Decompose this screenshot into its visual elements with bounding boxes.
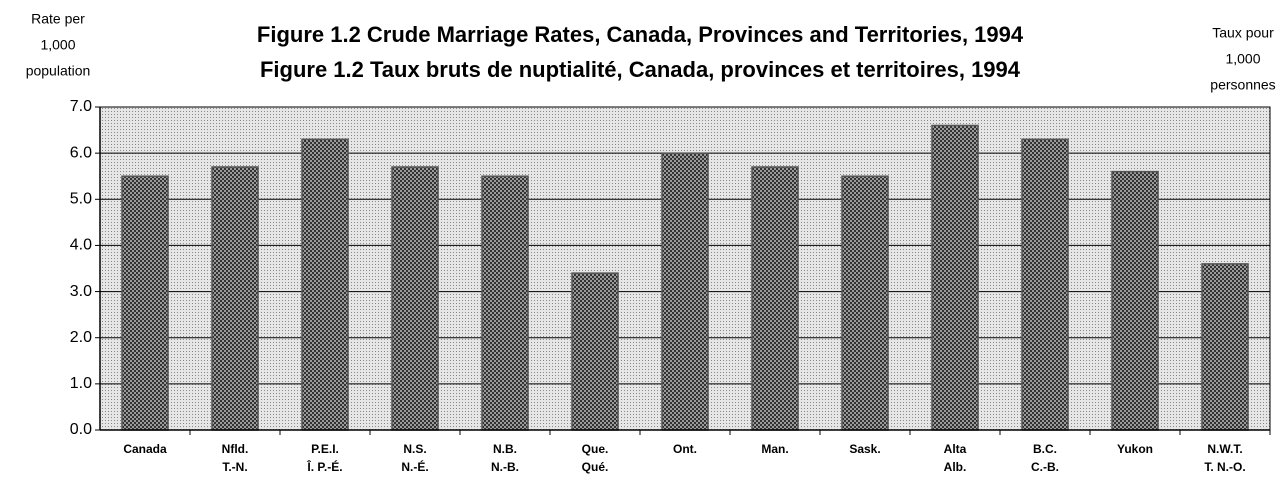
bar bbox=[841, 175, 889, 431]
y2-axis-label: personnes bbox=[1210, 77, 1275, 93]
x-tick-label: Ont. bbox=[673, 442, 697, 456]
x-tick-label: Alb. bbox=[944, 460, 967, 474]
y-tick-label: 3.0 bbox=[70, 283, 92, 300]
bar bbox=[1021, 138, 1069, 431]
bar bbox=[931, 124, 979, 431]
x-tick-label: Qué. bbox=[582, 460, 609, 474]
bar bbox=[751, 166, 799, 431]
x-tick-label: Man. bbox=[761, 442, 788, 456]
y-tick-label: 0.0 bbox=[70, 421, 92, 438]
y-tick-label: 1.0 bbox=[70, 375, 92, 392]
bar bbox=[571, 272, 619, 431]
y-axis-label: population bbox=[26, 63, 91, 79]
bar bbox=[391, 166, 439, 431]
bar bbox=[1201, 263, 1249, 431]
x-tick-label: P.E.I. bbox=[311, 442, 339, 456]
y-tick-label: 4.0 bbox=[70, 237, 92, 254]
x-tick-label: C.-B. bbox=[1031, 460, 1059, 474]
bar bbox=[1111, 170, 1159, 431]
bar bbox=[661, 152, 709, 431]
x-tick-label: Alta bbox=[944, 442, 967, 456]
x-tick-label: Yukon bbox=[1117, 442, 1153, 456]
bar bbox=[121, 175, 169, 431]
chart-title: Figure 1.2 Crude Marriage Rates, Canada,… bbox=[257, 22, 1024, 47]
x-tick-label: N.B. bbox=[493, 442, 517, 456]
chart-title: Figure 1.2 Taux bruts de nuptialité, Can… bbox=[260, 57, 1021, 82]
y-axis-label: 1,000 bbox=[40, 37, 75, 53]
bar bbox=[211, 166, 259, 431]
x-tick-label: T.-N. bbox=[222, 460, 247, 474]
x-tick-label: N.-É. bbox=[401, 459, 428, 474]
y-tick-label: 2.0 bbox=[70, 329, 92, 346]
x-tick-label: Canada bbox=[123, 442, 167, 456]
x-tick-label: N.S. bbox=[403, 442, 426, 456]
y2-axis-label: Taux pour bbox=[1212, 25, 1274, 41]
x-tick-label: Î. P.-É. bbox=[306, 459, 342, 474]
x-tick-label: N.W.T. bbox=[1207, 442, 1242, 456]
x-tick-label: B.C. bbox=[1033, 442, 1057, 456]
bar bbox=[301, 138, 349, 431]
y-axis-label: Rate per bbox=[31, 11, 85, 27]
x-tick-label: T. N.-O. bbox=[1204, 460, 1245, 474]
x-tick-label: Que. bbox=[582, 442, 609, 456]
y-tick-label: 6.0 bbox=[70, 144, 92, 161]
bar bbox=[481, 175, 529, 431]
y-tick-label: 5.0 bbox=[70, 191, 92, 208]
x-tick-label: Sask. bbox=[849, 442, 880, 456]
y2-axis-label: 1,000 bbox=[1225, 51, 1260, 67]
x-tick-label: N.-B. bbox=[491, 460, 519, 474]
x-tick-label: Nfld. bbox=[222, 442, 249, 456]
y-tick-label: 7.0 bbox=[70, 98, 92, 115]
